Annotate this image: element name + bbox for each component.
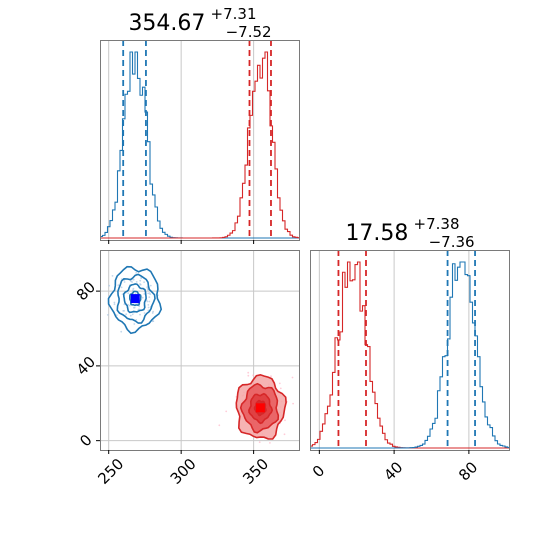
- scatter-point: [140, 277, 143, 280]
- scatter-point: [270, 375, 272, 378]
- scatter-point: [149, 284, 152, 287]
- title-value: 17.58: [345, 221, 408, 246]
- scatter-point: [147, 306, 150, 309]
- scatter-point: [132, 289, 134, 292]
- panel-bottom-left-2d: 250 300 350 0 40 80: [73, 250, 300, 488]
- scatter-point: [135, 272, 138, 274]
- scatter-point: [252, 374, 255, 377]
- x-tick-label: 40: [380, 458, 406, 484]
- scatter-point: [122, 310, 125, 312]
- title-minus-error: −7.36: [429, 233, 475, 251]
- title-plus-error: +7.38: [414, 215, 460, 233]
- scatter-point: [151, 320, 154, 323]
- scatter-point: [123, 281, 126, 283]
- scatter-point: [131, 313, 134, 316]
- histogram-series-series_b: [100, 51, 300, 239]
- panel-bottom-right-histogram: 0 40 80 17.58 +7.38 −7.36: [309, 214, 510, 484]
- scatter-point: [247, 374, 250, 377]
- scatter-point: [284, 419, 286, 422]
- x-tick-label: 300: [167, 455, 200, 488]
- contour-level-series_a: [129, 290, 142, 307]
- title-value: 354.67: [128, 11, 205, 36]
- scatter-point: [292, 402, 294, 405]
- scatter-point: [225, 410, 228, 413]
- scatter-point: [148, 296, 151, 298]
- scatter-point: [113, 303, 116, 306]
- panel-bottom-right-title: 17.58 +7.38 −7.36: [345, 214, 474, 251]
- scatter-point: [138, 308, 140, 311]
- scatter-point: [279, 387, 282, 390]
- contour-level-series_a: [107, 265, 163, 335]
- panel-bottom-left-frame: [100, 250, 300, 451]
- contour-level-series_a: [116, 273, 156, 324]
- y-tick-label: 80: [73, 278, 99, 304]
- histogram-series-series_a: [310, 261, 510, 449]
- panel-top-left-title: 354.67 +7.31 −7.52: [128, 4, 271, 41]
- scatter-point: [152, 310, 155, 313]
- best-fit-marker-series_b: [255, 403, 265, 413]
- scatter-point: [120, 330, 123, 333]
- scatter-point: [143, 281, 146, 283]
- scatter-point: [247, 371, 250, 374]
- scatter-point: [141, 296, 144, 299]
- scatter-point: [143, 293, 146, 295]
- scatter-point: [108, 284, 111, 287]
- x-tick-label: 250: [94, 455, 127, 488]
- scatter-point: [135, 281, 138, 283]
- scatter-point: [146, 300, 149, 303]
- scatter-point: [149, 293, 152, 296]
- y-tick-label: 40: [73, 353, 99, 379]
- scatter-point: [127, 292, 130, 295]
- scatter-point: [125, 313, 128, 316]
- scatter-point: [151, 312, 154, 314]
- scatter-point: [147, 309, 150, 312]
- scatter-point: [148, 300, 151, 303]
- y-tick-label: 0: [76, 431, 95, 450]
- title-plus-error: +7.31: [211, 5, 257, 23]
- scatter-point: [115, 314, 118, 316]
- scatter-point: [258, 441, 261, 444]
- panel-top-left-histogram: 354.67 +7.31 −7.52: [100, 4, 300, 244]
- scatter-point: [120, 286, 123, 289]
- scatter-point: [139, 283, 142, 286]
- title-minus-error: −7.52: [226, 23, 272, 41]
- scatter-point: [218, 424, 221, 427]
- scatter-point: [269, 442, 271, 444]
- scatter-point: [133, 323, 136, 325]
- histogram-series-series_b: [310, 261, 510, 449]
- x-tick-label: 350: [239, 455, 272, 488]
- panel-top-left-frame: [100, 40, 300, 241]
- panel-bottom-right-frame: [310, 250, 510, 451]
- scatter-point: [132, 287, 135, 290]
- x-tick-label: 0: [309, 462, 328, 481]
- scatter-point: [138, 305, 141, 308]
- scatter-point: [283, 433, 286, 436]
- contour-level-series_a: [123, 283, 147, 314]
- scatter-point: [106, 314, 109, 316]
- scatter-point: [278, 382, 281, 385]
- histogram-series-series_a: [100, 51, 300, 239]
- scatter-point: [111, 275, 114, 277]
- scatter-point: [117, 284, 120, 286]
- scatter-point: [113, 301, 116, 304]
- scatter-point: [139, 313, 141, 316]
- scatter-point: [132, 278, 135, 281]
- scatter-point: [123, 303, 126, 306]
- scatter-point: [129, 304, 131, 307]
- scatter-point: [129, 314, 132, 317]
- scatter-point: [291, 376, 294, 379]
- scatter-point: [143, 312, 146, 314]
- scatter-point: [147, 304, 150, 306]
- scatter-point: [139, 279, 142, 282]
- scatter-point: [146, 286, 149, 288]
- scatter-point: [147, 292, 150, 295]
- scatter-point: [133, 306, 136, 309]
- best-fit-marker-series_a: [130, 294, 140, 304]
- scatter-point: [131, 281, 134, 283]
- x-tick-label: 80: [455, 458, 481, 484]
